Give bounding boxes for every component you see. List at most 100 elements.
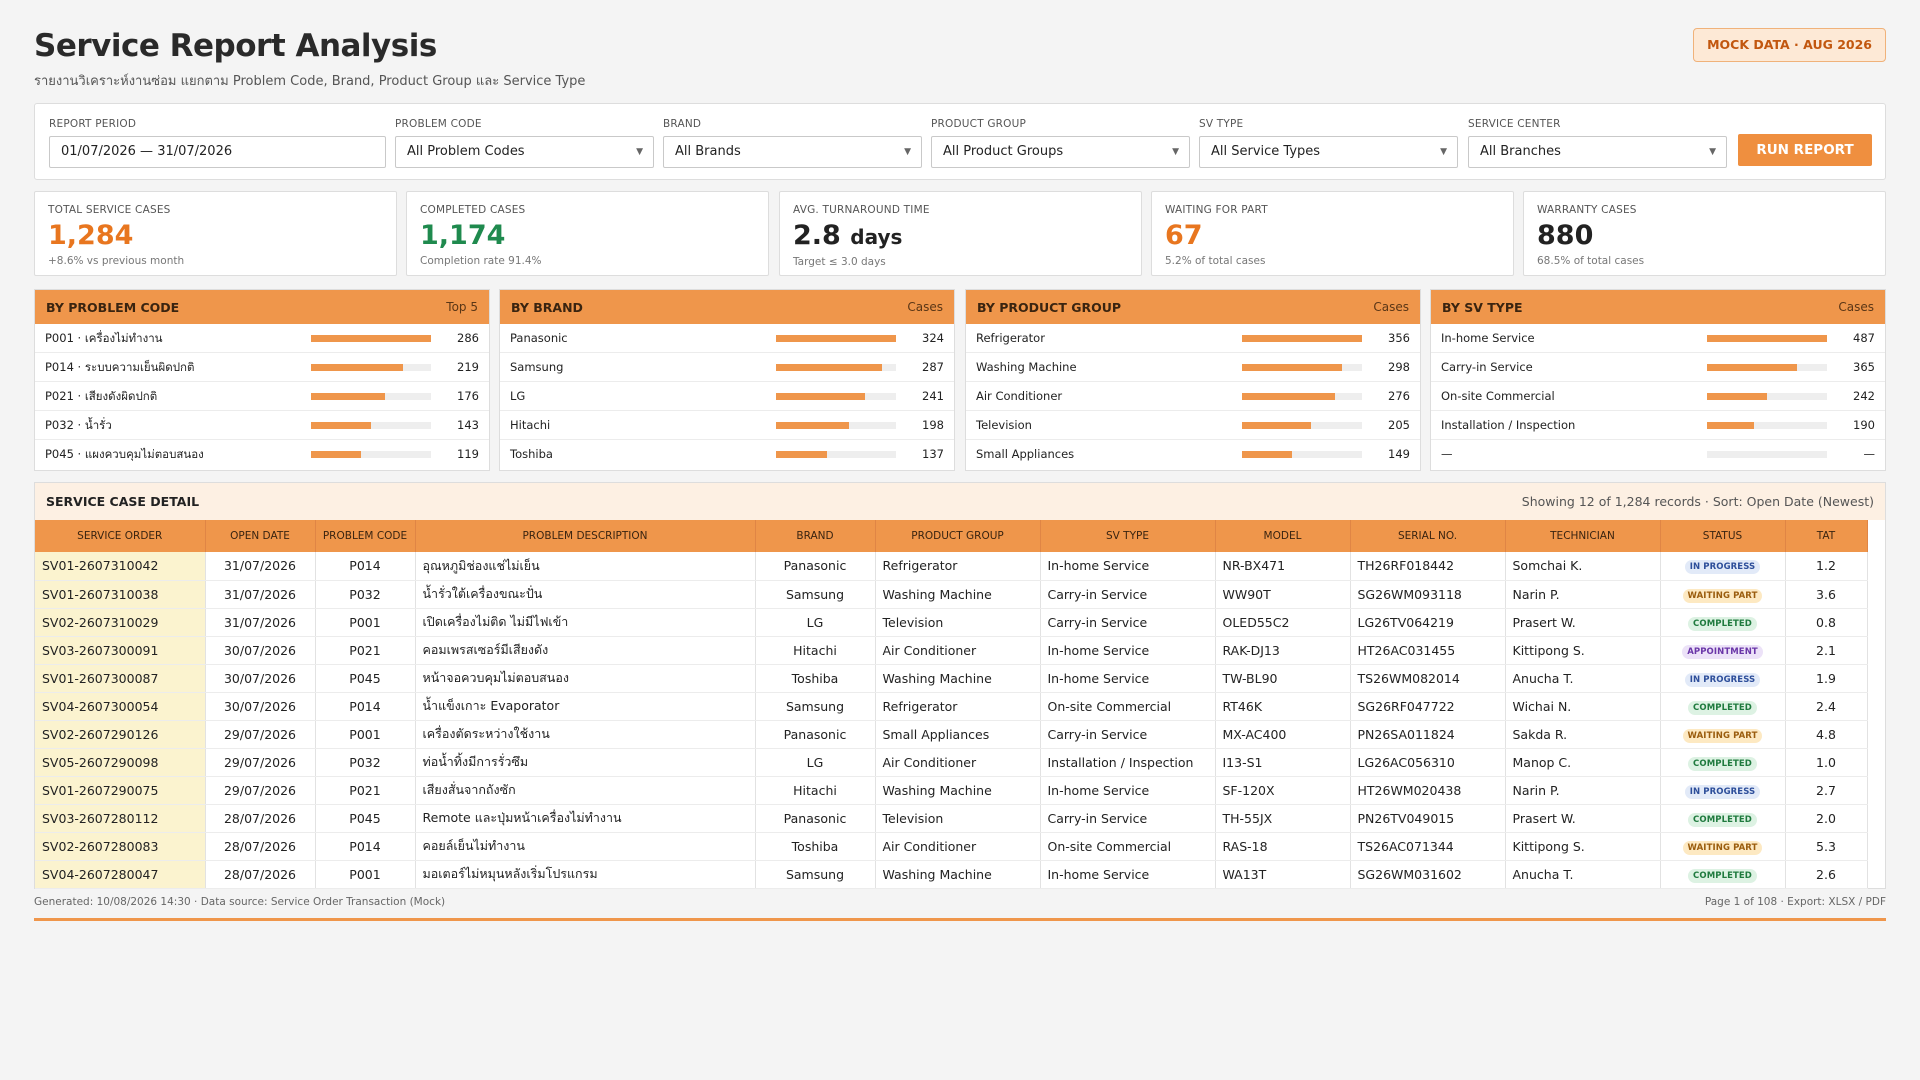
breakdown-row[interactable]: Television 205: [966, 411, 1420, 440]
breakdown-row[interactable]: LG 241: [500, 382, 954, 411]
breakdown-row[interactable]: P045 · แผงควบคุมไม่ตอบสนอง 119: [35, 440, 489, 469]
panel-title: BY BRAND: [511, 299, 583, 315]
table-cell: TH-55JX: [1215, 804, 1351, 833]
table-cell: SG26WM031602: [1350, 860, 1506, 889]
table-row[interactable]: SV01-2607290075 29/07/2026 P021 เสียงสั่นจา…: [35, 776, 1868, 805]
table-cell: RAS-18: [1215, 832, 1351, 861]
service-order-cell[interactable]: SV03-2607300091: [35, 636, 206, 665]
breakdown-row[interactable]: P014 · ระบบความเย็นผิดปกติ 219: [35, 353, 489, 382]
table-row[interactable]: SV04-2607300054 30/07/2026 P014 น้ำแข็งเกาะ…: [35, 692, 1868, 721]
breakdown-bar: [1707, 422, 1754, 429]
table-row[interactable]: SV02-2607290126 29/07/2026 P001 เครื่องตัดร…: [35, 720, 1868, 749]
service-order-cell[interactable]: SV01-2607300087: [35, 664, 206, 693]
breakdown-row[interactable]: Installation / Inspection 190: [1431, 411, 1885, 440]
table-row[interactable]: SV02-2607280083 28/07/2026 P014 คอยล์เย็นไม…: [35, 832, 1868, 861]
column-header[interactable]: PROBLEM DESCRIPTION: [415, 520, 756, 552]
status-badge: IN PROGRESS: [1684, 672, 1761, 687]
breakdown-label: In-home Service: [1441, 331, 1535, 345]
breakdown-row[interactable]: In-home Service 487: [1431, 324, 1885, 353]
table-cell: 31/07/2026: [205, 552, 316, 581]
table-row[interactable]: SV01-2607310042 31/07/2026 P014 อุณหภูมิช่อ…: [35, 552, 1868, 581]
chevron-down-icon: ▼: [1172, 147, 1179, 157]
breakdown-row[interactable]: P032 · น้ำรั่ว 143: [35, 411, 489, 440]
product-group-select[interactable]: All Product Groups ▼: [931, 136, 1190, 168]
column-header[interactable]: PROBLEM CODE: [315, 520, 416, 552]
breakdown-row[interactable]: Hitachi 198: [500, 411, 954, 440]
service-order-cell[interactable]: SV04-2607300054: [35, 692, 206, 721]
breakdown-row[interactable]: Toshiba 137: [500, 440, 954, 469]
breakdown-row[interactable]: On-site Commercial 242: [1431, 382, 1885, 411]
table-row[interactable]: SV01-2607310038 31/07/2026 P032 น้ำรั่วใต้เ…: [35, 580, 1868, 609]
kpi-number: 67: [1165, 220, 1203, 251]
table-cell: Air Conditioner: [875, 832, 1041, 861]
table-cell: On-site Commercial: [1040, 692, 1216, 721]
table-cell: Anucha T.: [1505, 860, 1661, 889]
column-header[interactable]: OPEN DATE: [205, 520, 316, 552]
breakdown-row[interactable]: Small Appliances 149: [966, 440, 1420, 469]
breakdown-label: P021 · เสียงดังผิดปกติ: [45, 389, 158, 403]
table-row[interactable]: SV04-2607280047 28/07/2026 P001 มอเตอร์ไม่ห…: [35, 860, 1868, 889]
column-header[interactable]: BRAND: [755, 520, 876, 552]
problem-code-select[interactable]: All Problem Codes ▼: [395, 136, 654, 168]
table-row[interactable]: SV05-2607290098 29/07/2026 P032 ท่อน้ำทิ้งม…: [35, 748, 1868, 777]
column-header[interactable]: STATUS: [1660, 520, 1786, 552]
column-header[interactable]: SERIAL NO.: [1350, 520, 1506, 552]
footer-divider: [34, 918, 1886, 921]
table-cell: หน้าจอควบคุมไม่ตอบสนอง: [415, 664, 756, 693]
column-header[interactable]: PRODUCT GROUP: [875, 520, 1041, 552]
table-cell: Remote และปุ่มหน้าเครื่องไม่ทำงาน: [415, 804, 756, 833]
table-cell: P001: [315, 608, 416, 637]
breakdown-row[interactable]: P021 · เสียงดังผิดปกติ 176: [35, 382, 489, 411]
breakdown-row[interactable]: — —: [1431, 440, 1885, 469]
column-header[interactable]: TECHNICIAN: [1505, 520, 1661, 552]
breakdown-row[interactable]: Air Conditioner 276: [966, 382, 1420, 411]
service-order-cell[interactable]: SV05-2607290098: [35, 748, 206, 777]
breakdown-row[interactable]: Carry-in Service 365: [1431, 353, 1885, 382]
service-order-cell[interactable]: SV02-2607290126: [35, 720, 206, 749]
breakdown-bar: [311, 364, 403, 371]
table-row[interactable]: SV03-2607300091 30/07/2026 P021 คอมเพรสเซอร…: [35, 636, 1868, 665]
table-cell: WAITING PART: [1660, 580, 1786, 609]
table-cell: P014: [315, 832, 416, 861]
breakdown-row[interactable]: Panasonic 324: [500, 324, 954, 353]
column-header[interactable]: SERVICE ORDER: [35, 520, 206, 552]
table-row[interactable]: SV01-2607300087 30/07/2026 P045 หน้าจอควบคุ…: [35, 664, 1868, 693]
breakdown-value: 276: [1388, 389, 1410, 403]
table-row[interactable]: SV02-2607310029 31/07/2026 P001 เปิดเครื่อง…: [35, 608, 1868, 637]
table-cell: Manop C.: [1505, 748, 1661, 777]
service-order-cell[interactable]: SV01-2607290075: [35, 776, 206, 805]
breakdown-label: P045 · แผงควบคุมไม่ตอบสนอง: [45, 447, 204, 461]
service-order-cell[interactable]: SV02-2607280083: [35, 832, 206, 861]
kpi-subtext: Completion rate 91.4%: [420, 255, 542, 267]
report-period-value: 01/07/2026 — 31/07/2026: [61, 144, 233, 159]
run-report-button[interactable]: RUN REPORT: [1738, 134, 1872, 166]
service-order-cell[interactable]: SV04-2607280047: [35, 860, 206, 889]
breakdown-value: 176: [457, 389, 479, 403]
pagination-export-info[interactable]: Page 1 of 108 · Export: XLSX / PDF: [1704, 896, 1886, 908]
report-period-input[interactable]: 01/07/2026 — 31/07/2026: [49, 136, 386, 168]
table-cell: I13-S1: [1215, 748, 1351, 777]
table-cell: Panasonic: [755, 720, 876, 749]
sv-type-select[interactable]: All Service Types ▼: [1199, 136, 1458, 168]
service-case-detail: SERVICE CASE DETAIL Showing 12 of 1,284 …: [34, 482, 1886, 889]
product-group-filter: PRODUCT GROUP All Product Groups ▼: [931, 118, 1190, 168]
service-center-select[interactable]: All Branches ▼: [1468, 136, 1727, 168]
kpi-card: COMPLETED CASES 1,174 Completion rate 91.4…: [406, 191, 769, 276]
breakdown-row[interactable]: Refrigerator 356: [966, 324, 1420, 353]
table-row[interactable]: SV03-2607280112 28/07/2026 P045 Remote และป…: [35, 804, 1868, 833]
service-order-cell[interactable]: SV02-2607310029: [35, 608, 206, 637]
service-order-cell[interactable]: SV01-2607310038: [35, 580, 206, 609]
breakdown-panel: BY PRODUCT GROUP Cases Refrigerator 356 Wash…: [965, 289, 1421, 471]
sv-type-value: All Service Types: [1211, 144, 1321, 159]
column-header[interactable]: TAT: [1785, 520, 1868, 552]
column-header[interactable]: SV TYPE: [1040, 520, 1216, 552]
service-order-cell[interactable]: SV03-2607280112: [35, 804, 206, 833]
breakdown-row[interactable]: Washing Machine 298: [966, 353, 1420, 382]
service-order-cell[interactable]: SV01-2607310042: [35, 552, 206, 581]
breakdown-row[interactable]: Samsung 287: [500, 353, 954, 382]
breakdown-row[interactable]: P001 · เครื่องไม่ทำงาน 286: [35, 324, 489, 353]
breakdown-bar-track: [1707, 451, 1827, 458]
column-header[interactable]: MODEL: [1215, 520, 1351, 552]
table-cell: 31/07/2026: [205, 580, 316, 609]
brand-select[interactable]: All Brands ▼: [663, 136, 922, 168]
